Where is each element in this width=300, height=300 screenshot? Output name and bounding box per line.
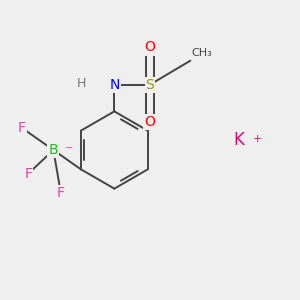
Text: F: F (18, 121, 26, 135)
Text: S: S (146, 78, 154, 92)
Text: O: O (145, 40, 155, 55)
Text: O: O (145, 115, 155, 129)
Text: B: B (49, 143, 58, 157)
Text: H: H (77, 76, 86, 90)
Text: F: F (24, 167, 32, 181)
Text: F: F (57, 186, 65, 200)
Text: −: − (65, 143, 74, 153)
Text: CH₃: CH₃ (192, 48, 212, 58)
Text: K: K (234, 130, 244, 148)
Text: N: N (109, 78, 119, 92)
Text: +: + (253, 134, 262, 144)
